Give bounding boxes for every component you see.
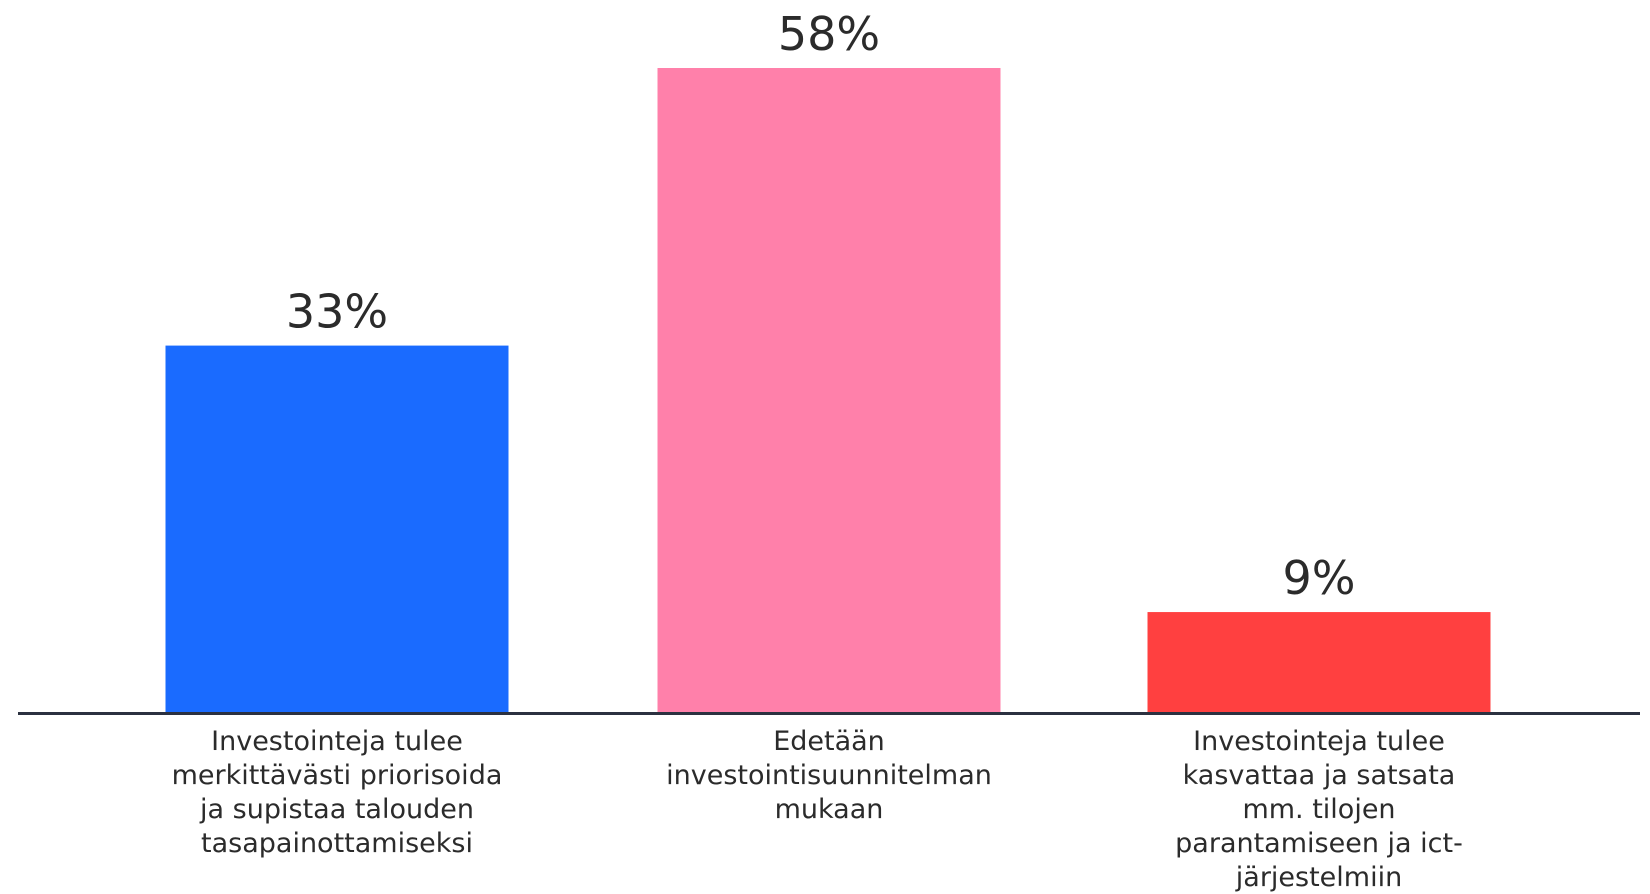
category-label-1-line-3: ja supistaa talouden	[199, 794, 474, 825]
bar-2	[657, 68, 1001, 712]
category-label-1: Investointeja tulee merkittävästi prioris…	[172, 726, 503, 859]
category-label-3: Investointeja tulee kasvattaa ja satsata m…	[1175, 726, 1463, 893]
category-label-2-line-3: mukaan	[775, 794, 884, 825]
bar-1	[165, 345, 509, 712]
value-labels-group: 33% 58% 9%	[286, 7, 1356, 605]
value-label-2: 58%	[778, 7, 880, 61]
category-label-1-line-2: merkittävästi priorisoida	[172, 760, 503, 791]
category-labels-group: Investointeja tulee merkittävästi prioris…	[172, 726, 1463, 893]
category-label-3-line-1: Investointeja tulee	[1193, 726, 1445, 757]
bar-3	[1147, 612, 1491, 712]
category-label-2-line-2: investointisuunnitelman	[666, 760, 992, 791]
category-label-2: Edetään investointisuunnitelman mukaan	[666, 726, 992, 825]
category-label-2-line-1: Edetään	[773, 726, 885, 757]
category-label-3-line-2: kasvattaa ja satsata	[1183, 760, 1456, 791]
category-label-1-line-1: Investointeja tulee	[211, 726, 463, 757]
category-label-3-line-5: järjestelmiin	[1235, 862, 1402, 893]
value-label-3: 9%	[1283, 551, 1356, 605]
category-label-3-line-3: mm. tilojen	[1242, 794, 1395, 825]
bars-group	[165, 68, 1491, 712]
category-label-1-line-4: tasapainottamiseksi	[201, 828, 473, 859]
category-label-3-line-4: parantamiseen ja ict-	[1175, 828, 1463, 859]
value-label-1: 33%	[286, 285, 388, 339]
